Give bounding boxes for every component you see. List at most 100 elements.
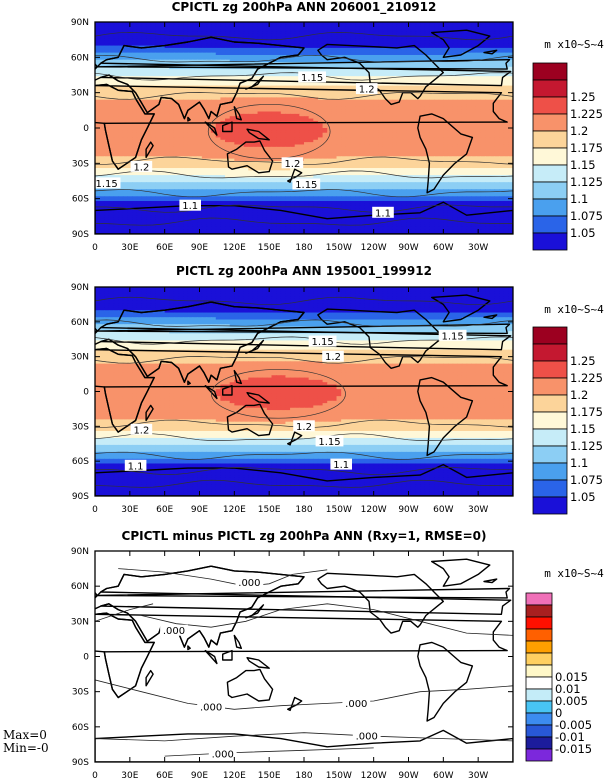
field-cell (438, 40, 444, 44)
field-cell (164, 50, 170, 54)
field-cell (341, 24, 347, 28)
field-cell (373, 24, 379, 28)
field-cell (220, 47, 226, 51)
field-cell (382, 52, 389, 56)
field-cell (304, 22, 310, 25)
field-cell (183, 33, 189, 37)
field-cell (475, 36, 482, 40)
field-cell (396, 24, 403, 28)
field-cell (280, 36, 287, 40)
field-cell (471, 33, 477, 37)
field-cell (461, 26, 468, 30)
field-cell (252, 33, 259, 37)
field-cell (341, 29, 347, 33)
field-cell (322, 26, 328, 30)
field-cell (211, 47, 217, 51)
field-cell (248, 31, 254, 35)
field-cell (155, 45, 161, 49)
field-cell (378, 50, 384, 54)
field-cell (461, 38, 468, 42)
field-cell (457, 50, 463, 54)
field-cell (225, 29, 231, 33)
field-cell (225, 47, 231, 51)
field-cell (345, 33, 352, 37)
field-cell (489, 24, 496, 28)
field-cell (429, 29, 435, 33)
field-cell (276, 52, 282, 56)
field-cell (434, 36, 440, 40)
field-cell (271, 40, 277, 44)
field-cell (113, 24, 119, 28)
field-cell (406, 47, 412, 51)
field-cell (220, 22, 226, 25)
field-cell (313, 36, 319, 40)
field-cell (262, 36, 268, 40)
field-cell (108, 54, 115, 58)
field-cell (266, 40, 273, 44)
field-cell (183, 50, 189, 54)
field-cell (201, 22, 208, 25)
field-cell (364, 33, 370, 37)
field-cell (136, 26, 143, 30)
field-cell (122, 26, 129, 30)
field-cell (299, 40, 305, 44)
field-cell (187, 36, 194, 40)
field-cell (341, 36, 347, 40)
field-cell (503, 38, 509, 42)
field-cell (127, 29, 133, 33)
field-cell (113, 36, 119, 40)
field-cell (276, 38, 282, 42)
field-cell (206, 22, 212, 25)
field-cell (327, 38, 333, 42)
field-cell (252, 36, 259, 40)
field-cell (229, 47, 235, 51)
field-cell (508, 45, 513, 49)
field-cell (280, 29, 287, 33)
field-cell (225, 52, 231, 56)
field-cell (132, 52, 138, 56)
field-cell (122, 38, 129, 42)
field-cell (373, 38, 379, 42)
field-cell (201, 36, 208, 40)
field-cell (257, 24, 263, 28)
field-cell (355, 43, 361, 47)
field-cell (99, 40, 105, 44)
field-cell (225, 33, 231, 37)
field-cell (364, 50, 370, 54)
field-cell (211, 29, 217, 33)
field-cell (410, 52, 417, 56)
field-cell (127, 50, 133, 54)
field-cell (266, 26, 273, 30)
field-cell (160, 38, 166, 42)
field-cell (420, 52, 426, 56)
field-cell (136, 43, 143, 47)
field-cell (215, 52, 221, 56)
field-cell (369, 50, 375, 54)
field-cell (475, 29, 482, 33)
field-cell (378, 31, 384, 35)
field-cell (364, 22, 370, 25)
field-cell (322, 22, 328, 25)
field-cell (420, 43, 426, 47)
field-cell (113, 50, 119, 54)
field-cell (95, 31, 101, 35)
field-cell (262, 26, 268, 30)
field-cell (313, 40, 319, 44)
field-cell (461, 52, 468, 56)
field-cell (355, 36, 361, 40)
field-cell (359, 31, 365, 35)
field-cell (327, 45, 333, 49)
field-cell (359, 40, 365, 44)
field-cell (248, 33, 254, 37)
field-cell (197, 26, 203, 30)
field-cell (234, 45, 240, 49)
field-cell (95, 29, 101, 33)
field-cell (480, 22, 486, 25)
field-cell (290, 47, 296, 51)
field-cell (466, 45, 472, 49)
field-cell (108, 31, 115, 35)
field-cell (108, 47, 115, 51)
field-cell (415, 26, 421, 30)
field-cell (331, 40, 338, 44)
field-cell (317, 38, 324, 42)
